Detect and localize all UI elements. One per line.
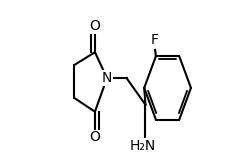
- Text: O: O: [90, 19, 100, 33]
- Text: F: F: [150, 33, 158, 47]
- Text: N: N: [102, 71, 112, 85]
- Text: H₂N: H₂N: [129, 139, 155, 153]
- Text: O: O: [90, 131, 100, 144]
